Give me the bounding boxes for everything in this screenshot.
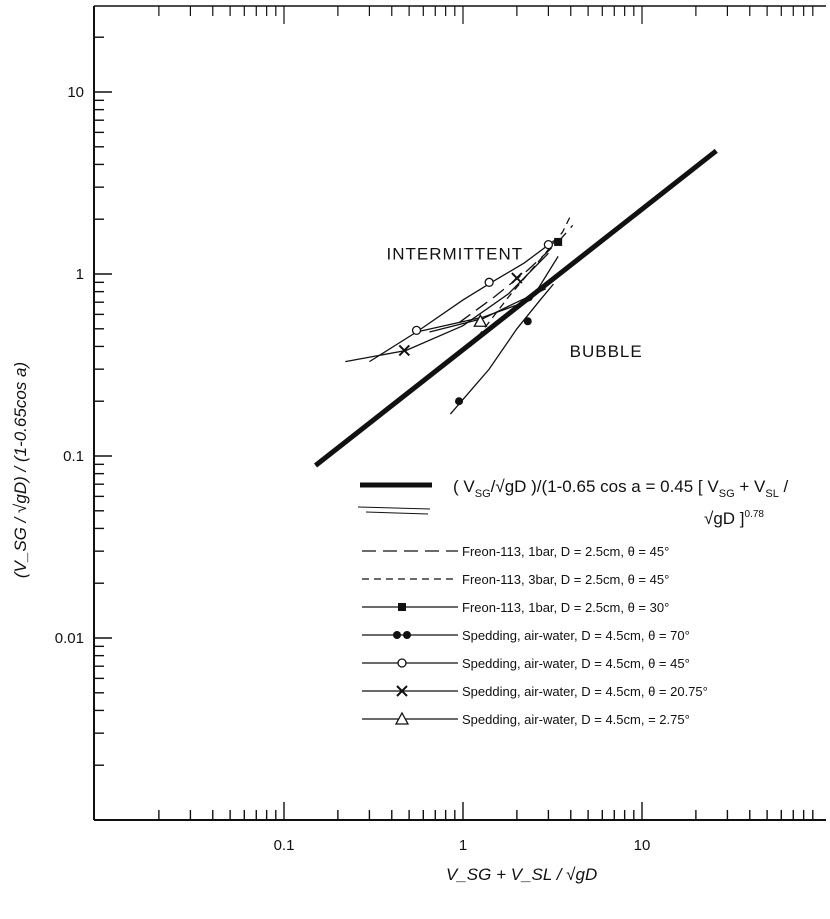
legend-marker-2 <box>398 603 406 611</box>
correlation-line <box>313 148 718 468</box>
legend-label-4: Spedding, air-water, D = 4.5cm, θ = 45° <box>462 656 690 671</box>
series-marker-4 <box>411 325 422 336</box>
region-label-intermittent: INTERMITTENT <box>387 245 524 264</box>
series-marker-3 <box>455 397 464 406</box>
correlation-equation-line2: √gD ]0.78 <box>704 509 764 528</box>
legend-marker-3 <box>393 631 401 639</box>
series-line-5 <box>345 252 549 363</box>
legend-fit-sample <box>357 506 431 510</box>
legend-marker-5 <box>396 685 408 697</box>
series-line-3 <box>449 283 554 415</box>
tick-labels: 0.1 1 10 0.01 0.1 1 10 <box>55 84 651 854</box>
legend: Freon-113, 1bar, D = 2.5cm, θ = 45° Freon… <box>362 544 708 727</box>
y-tick-label: 10 <box>67 84 84 101</box>
x-tick-label: 1 <box>459 837 467 854</box>
legend-fit-sample-2 <box>365 511 429 515</box>
series-marker-6 <box>473 313 488 327</box>
legend-label-5: Spedding, air-water, D = 4.5cm, θ = 20.7… <box>462 684 708 699</box>
legend-label-0: Freon-113, 1bar, D = 2.5cm, θ = 45° <box>462 544 669 559</box>
series-marker-5 <box>511 272 523 284</box>
series-marker-4 <box>543 239 554 250</box>
y-tick-label: 0.01 <box>55 630 84 647</box>
y-axis-title: (V_SG / √gD) / (1-0.65cos a) <box>11 362 30 578</box>
series-line-0 <box>458 224 574 324</box>
legend-label-1: Freon-113, 3bar, D = 2.5cm, θ = 45° <box>462 572 669 587</box>
legend-label-6: Spedding, air-water, D = 4.5cm, = 2.75° <box>462 712 690 727</box>
legend-label-2: Freon-113, 1bar, D = 2.5cm, θ = 30° <box>462 600 669 615</box>
series-line-6 <box>429 288 547 333</box>
series-marker-3 <box>523 317 532 326</box>
y-tick-label: 1 <box>76 266 84 283</box>
axis-ticks <box>94 6 814 820</box>
series-line-1 <box>469 215 572 347</box>
x-tick-label: 10 <box>634 837 651 854</box>
series-marker-5 <box>398 344 411 357</box>
series-line-4 <box>369 238 557 363</box>
series-marker-4 <box>484 277 494 287</box>
series-line-2 <box>416 256 559 333</box>
correlation-equation: ( VSG/√gD )/(1-0.65 cos a = 0.45 [ VSG +… <box>453 477 789 500</box>
legend-label-3: Spedding, air-water, D = 4.5cm, θ = 70° <box>462 628 690 643</box>
region-label-bubble: BUBBLE <box>570 342 643 361</box>
x-axis-title: V_SG + V_SL / √gD <box>446 865 597 884</box>
legend-marker-4 <box>397 658 407 668</box>
series-marker-2 <box>554 237 563 246</box>
series-group <box>313 148 718 468</box>
legend-marker-3 <box>403 631 411 639</box>
x-tick-label: 0.1 <box>274 837 295 854</box>
y-tick-label: 0.1 <box>63 448 84 465</box>
legend-marker-6 <box>394 711 410 725</box>
